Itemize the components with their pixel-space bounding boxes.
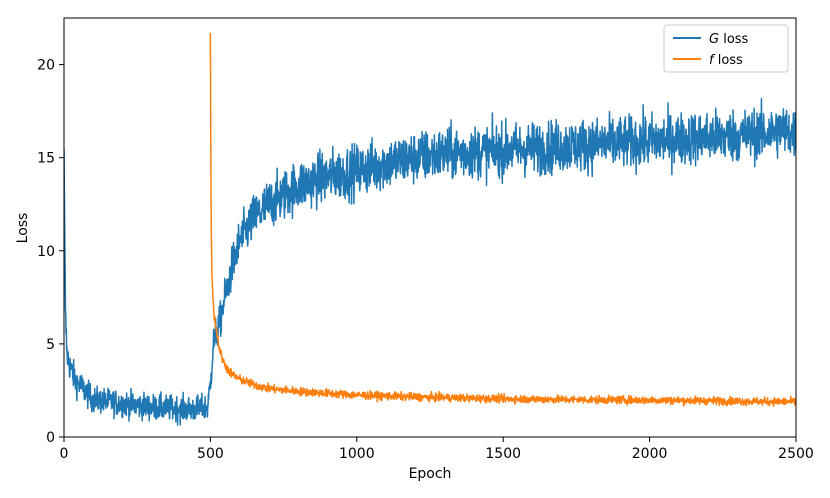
x-axis: 0 500 1000 1500 2000 2500 bbox=[60, 437, 814, 462]
x-tick-label: 2500 bbox=[778, 446, 814, 462]
plot-area bbox=[63, 17, 797, 438]
y-axis: 0 5 10 15 20 bbox=[37, 58, 64, 446]
x-tick-label: 500 bbox=[197, 446, 224, 462]
series-line-g-loss bbox=[64, 97, 796, 426]
legend-suffix-f: loss bbox=[714, 53, 743, 68]
y-tick-label: 15 bbox=[37, 151, 55, 167]
legend-symbol-f: f bbox=[709, 53, 716, 68]
y-axis-label: Loss bbox=[15, 213, 31, 244]
legend-label-f-loss: f loss bbox=[709, 53, 743, 68]
plot-frame bbox=[63, 17, 797, 438]
x-tick-label: 2000 bbox=[632, 446, 668, 462]
y-tick-label: 0 bbox=[46, 430, 55, 446]
legend: G loss f loss bbox=[663, 24, 789, 73]
legend-symbol-g: G bbox=[709, 32, 719, 47]
legend-box bbox=[663, 24, 789, 73]
x-tick-label: 1500 bbox=[485, 446, 521, 462]
y-tick-label: 5 bbox=[46, 337, 55, 353]
x-tick-label: 0 bbox=[60, 446, 69, 462]
legend-suffix-g: loss bbox=[719, 32, 748, 47]
series-line-f-loss bbox=[209, 32, 796, 407]
x-tick-label: 1000 bbox=[339, 446, 375, 462]
legend-label-g-loss: G loss bbox=[709, 32, 749, 47]
y-tick-label: 20 bbox=[37, 58, 55, 74]
x-axis-label: Epoch bbox=[409, 466, 452, 482]
y-tick-label: 10 bbox=[37, 244, 55, 260]
